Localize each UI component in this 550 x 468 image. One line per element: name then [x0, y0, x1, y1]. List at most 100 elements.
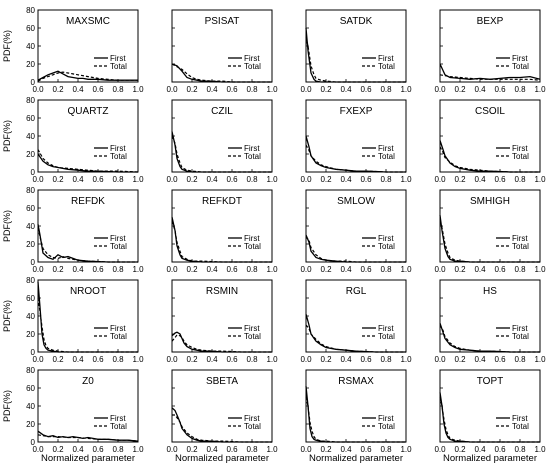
subplot-title: CZIL [211, 106, 233, 117]
y-axis-label: PDF(%) [2, 390, 12, 422]
y-tick-label: 20 [26, 420, 35, 429]
legend-label-total: Total [244, 152, 261, 161]
x-tick-label: 0.2 [52, 355, 64, 364]
series-line-total [305, 396, 406, 443]
subplot-title: RGL [346, 286, 367, 297]
x-tick-label: 1.0 [400, 85, 412, 94]
x-tick-label: 0.0 [434, 85, 446, 94]
x-tick-label: 0.0 [166, 445, 178, 454]
x-tick-label: 0.4 [72, 175, 84, 184]
subplot-title: RSMAX [338, 376, 374, 387]
x-tick-label: 0.2 [320, 265, 332, 274]
subplot-title: RSMIN [206, 286, 238, 297]
series-line-first [439, 215, 540, 263]
x-tick-label: 0.0 [300, 355, 312, 364]
x-tick-label: 0.4 [340, 175, 352, 184]
x-tick-label: 0.0 [32, 85, 44, 94]
series-line-first [37, 153, 138, 173]
x-tick-label: 0.4 [340, 445, 352, 454]
legend-label-first: First [512, 324, 528, 333]
legend-label-first: First [244, 414, 260, 423]
x-axis-label: Normalized parameter [443, 453, 537, 464]
legend-label-total: Total [110, 242, 127, 251]
series-line-total [171, 63, 272, 83]
subplot-title: REFKDT [202, 196, 242, 207]
x-tick-label: 0.0 [300, 85, 312, 94]
y-tick-label: 60 [26, 294, 35, 303]
y-tick-label: 60 [26, 384, 35, 393]
x-tick-label: 0.6 [494, 355, 506, 364]
series-line-total [171, 135, 272, 173]
x-tick-label: 0.8 [112, 445, 124, 454]
y-tick-label: 40 [26, 222, 35, 231]
x-tick-label: 0.8 [112, 355, 124, 364]
x-axis-label: Normalized parameter [309, 453, 403, 464]
x-tick-label: 0.6 [92, 85, 104, 94]
x-tick-label: 0.0 [434, 175, 446, 184]
x-tick-label: 0.6 [226, 355, 238, 364]
series-line-total [37, 297, 138, 353]
x-tick-label: 0.6 [92, 265, 104, 274]
x-tick-label: 0.0 [166, 265, 178, 274]
subplot-title: Z0 [82, 376, 94, 387]
subplot-title: PSISAT [205, 16, 240, 27]
x-tick-label: 0.0 [166, 355, 178, 364]
y-tick-label: 40 [26, 42, 35, 51]
subplot-title: NROOT [70, 286, 106, 297]
x-tick-label: 0.0 [300, 175, 312, 184]
x-tick-label: 0.4 [340, 265, 352, 274]
x-tick-label: 0.4 [206, 85, 218, 94]
legend-label-first: First [512, 54, 528, 63]
legend-label-first: First [378, 144, 394, 153]
x-tick-label: 0.2 [52, 445, 64, 454]
y-axis-label: PDF(%) [2, 120, 12, 152]
x-tick-label: 0.6 [360, 175, 372, 184]
series-line-total [439, 324, 540, 353]
x-tick-label: 0.8 [514, 355, 526, 364]
y-tick-label: 60 [26, 114, 35, 123]
y-axis-label: PDF(%) [2, 30, 12, 62]
x-tick-label: 0.2 [454, 175, 466, 184]
subplot-quartz: 0 20 40 60 80 0.0 0.2 0.4 0.6 0.8 1.0 QUARTZ FirstTo… [2, 96, 144, 184]
legend-label-first: First [110, 144, 126, 153]
x-tick-label: 1.0 [534, 175, 546, 184]
legend-label-total: Total [378, 242, 395, 251]
x-axis-label: Normalized parameter [175, 453, 269, 464]
x-tick-label: 0.6 [92, 175, 104, 184]
x-tick-label: 0.2 [454, 355, 466, 364]
y-tick-label: 20 [26, 240, 35, 249]
x-tick-label: 1.0 [132, 355, 144, 364]
x-tick-label: 0.6 [226, 265, 238, 274]
x-tick-label: 0.0 [32, 445, 44, 454]
legend-label-first: First [110, 234, 126, 243]
x-tick-label: 0.0 [434, 355, 446, 364]
legend-label-total: Total [110, 152, 127, 161]
x-tick-label: 0.8 [112, 85, 124, 94]
y-tick-label: 60 [26, 24, 35, 33]
x-tick-label: 0.8 [246, 445, 258, 454]
legend-label-total: Total [512, 332, 529, 341]
x-tick-label: 0.0 [32, 355, 44, 364]
legend-label-first: First [110, 54, 126, 63]
legend-label-total: Total [378, 152, 395, 161]
y-tick-label: 0 [31, 348, 36, 357]
legend-label-first: First [110, 414, 126, 423]
subplot-title: SMHIGH [470, 196, 510, 207]
x-tick-label: 0.6 [92, 355, 104, 364]
x-tick-label: 0.8 [514, 85, 526, 94]
legend-label-total: Total [512, 62, 529, 71]
x-tick-label: 0.0 [434, 445, 446, 454]
y-tick-label: 0 [31, 438, 36, 447]
legend-label-total: Total [110, 422, 127, 431]
y-tick-label: 80 [26, 6, 35, 15]
x-tick-label: 0.0 [166, 175, 178, 184]
subplot-title: HS [483, 286, 497, 297]
